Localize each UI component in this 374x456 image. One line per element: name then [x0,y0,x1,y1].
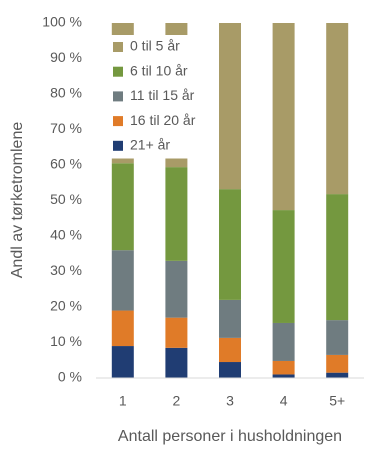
y-axis-title: Andl av tørketromlene [9,122,26,279]
bar-segment [165,347,188,378]
y-tick-label: 10 % [50,333,82,349]
x-tick-label: 2 [173,393,181,409]
x-tick-label: 5+ [329,393,345,409]
y-tick-label: 90 % [50,49,82,65]
y-tick-label: 40 % [50,227,82,243]
bar-segment [219,189,241,300]
bar-segment [219,362,241,378]
y-tick-label: 70 % [50,120,82,136]
bar-segment [272,360,295,375]
legend-label: 0 til 5 år [130,38,180,54]
bar-segment [111,250,134,311]
bar-segment [111,346,134,378]
y-tick-label: 60 % [50,156,82,172]
legend-label: 11 til 15 år [130,87,195,103]
bar-segment [326,23,349,195]
x-tick-label: 3 [226,393,234,409]
bar-segment [326,194,349,321]
bar-segment [165,260,188,318]
bar-segment [272,23,295,211]
bar-segment [272,210,295,323]
bar-segment [165,167,188,261]
legend-label: 21+ år [130,137,170,153]
bar-segment [272,322,295,361]
bar-segment [272,374,295,378]
legend-swatch [113,116,123,127]
x-tick-label: 4 [280,393,288,409]
legend-swatch [113,140,123,151]
y-tick-label: 20 % [50,298,82,314]
y-tick-label: 100 % [42,14,82,30]
x-tick-label: 1 [119,393,127,409]
y-tick-label: 30 % [50,262,82,278]
legend-box [108,35,216,159]
bar-segment [219,23,241,190]
legend-swatch [113,42,123,52]
y-tick-label: 50 % [50,191,82,207]
y-tick-label: 80 % [50,85,82,101]
bar-segment [219,337,241,363]
y-tick-label: 0 % [58,369,82,385]
bar-segment [111,310,134,347]
legend-swatch [113,66,123,77]
x-axis-title: Antall personer i husholdningen [118,428,342,445]
bar-segment [219,299,241,338]
bar-segment [326,354,349,373]
legend-swatch [113,91,123,102]
bar-segment [326,372,349,378]
bar-segment [326,320,349,355]
bar-segment [165,317,188,348]
bar-segment [111,163,134,251]
legend-label: 6 til 10 år [130,62,188,78]
legend-label: 16 til 20 år [130,112,196,128]
